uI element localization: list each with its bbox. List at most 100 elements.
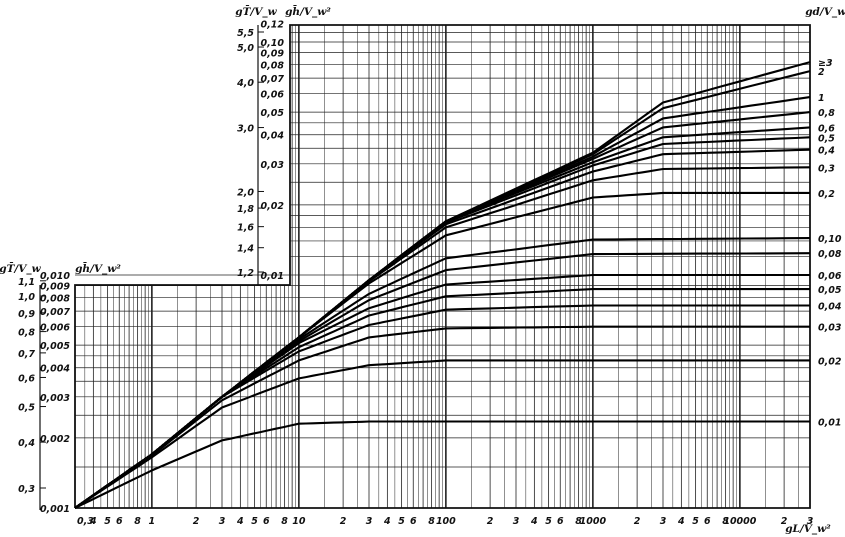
height-tick-label: 0,08 (261, 61, 285, 72)
series-label: 1 (818, 93, 825, 104)
height-tick-label: 0,010 (40, 271, 70, 282)
series-label: 0,8 (818, 108, 835, 119)
period-tick-label: 5,5 (237, 28, 254, 39)
period-tick-label: 1,4 (237, 244, 254, 255)
curve-16 (74, 61, 811, 509)
series-label: 0,05 (818, 285, 842, 296)
period-tick-label: 3,0 (237, 124, 254, 135)
x-tick-label: 2 (634, 516, 641, 527)
height-tick-label: 0,05 (261, 108, 285, 119)
period-tick-label: 1,0 (18, 292, 35, 303)
series-label: 0,02 (818, 356, 842, 367)
series-label: 0,6 (818, 123, 835, 134)
series-label: ≥3 (818, 58, 833, 69)
height-tick-label: 0,01 (261, 271, 284, 282)
period-tick-label: 0,7 (18, 349, 35, 360)
height-axis-title-upper: gh̄/V_w² (285, 4, 331, 19)
x-tick-label: 5 (692, 516, 699, 527)
series-label: 0,01 (818, 418, 841, 429)
height-tick-label: 0,07 (261, 74, 285, 85)
period-tick-label: 5,0 (237, 43, 254, 54)
height-axis-title: gh̄/V_w² (75, 261, 121, 276)
x-tick-label: 5 (545, 516, 552, 527)
height-tick-label: 0,02 (261, 201, 285, 212)
period-tick-label: 2,0 (237, 187, 254, 198)
x-tick-label: 2 (193, 516, 200, 527)
x-axis-title: gL/V_w² (785, 523, 831, 536)
curve-2 (74, 325, 810, 509)
x-tick-label: 6 (116, 516, 123, 527)
x-tick-label: 8 (722, 516, 729, 527)
height-tick-label: 0,001 (40, 504, 70, 515)
x-tick-label: 6 (263, 516, 270, 527)
x-tick-label: 4 (236, 516, 244, 527)
x-tick-label: 5 (104, 516, 111, 527)
period-axis-title-upper: gT̄/V_w (235, 4, 277, 19)
period-tick-label: 1,6 (237, 223, 254, 234)
x-tick-label: 3 (219, 516, 226, 527)
x-tick-label: 3 (513, 516, 520, 527)
height-tick-label: 0,003 (40, 393, 70, 404)
x-tick-label: 2 (487, 516, 494, 527)
period-tick-label: 1,1 (18, 277, 35, 288)
height-tick-label: 0,03 (261, 160, 285, 171)
curves (74, 61, 811, 509)
x-tick-label: 10000 (723, 516, 756, 527)
period-tick-label: 0,4 (18, 438, 35, 449)
period-tick-label: 0,9 (18, 309, 35, 320)
x-tick-label: 8 (575, 516, 582, 527)
period-tick-label: 0,6 (18, 373, 35, 384)
series-axis-title: gd/V_w² (805, 6, 845, 19)
series-label: 0,5 (818, 133, 835, 144)
x-tick-label: 3 (807, 516, 814, 527)
x-tick-label: 4 (530, 516, 538, 527)
x-tick-label: 3 (366, 516, 373, 527)
period-tick-label: 4,0 (236, 78, 254, 89)
curve-0 (74, 420, 810, 509)
x-tick-label: 4 (677, 516, 685, 527)
series-label: 0,06 (818, 271, 842, 282)
x-tick-label: 5 (398, 516, 405, 527)
height-tick-label: 0,09 (261, 49, 285, 60)
series-label: 0,2 (818, 189, 835, 200)
x-tick-label: 1 (149, 516, 156, 527)
x-tick-label: 10 (292, 516, 306, 527)
height-tick-label: 0,004 (40, 364, 70, 375)
height-tick-label: 0,12 (261, 20, 285, 31)
height-tick-label: 0,002 (40, 434, 70, 445)
height-tick-label: 0,005 (40, 341, 70, 352)
period-tick-label: 1,8 (237, 204, 254, 215)
x-tick-label: 6 (704, 516, 711, 527)
x-tick-label: 8 (428, 516, 435, 527)
x-tick-label: 0,3 (77, 516, 94, 527)
height-tick-label: 0,06 (261, 90, 285, 101)
period-tick-label: 0,8 (18, 328, 35, 339)
x-tick-label: 8 (134, 516, 141, 527)
series-label: 0,04 (818, 301, 842, 312)
series-label: 0,3 (818, 163, 835, 174)
x-tick-label: 5 (251, 516, 258, 527)
height-tick-label: 0,04 (261, 131, 285, 142)
period-tick-label: 1,2 (237, 268, 254, 279)
x-tick-label: 1000 (580, 516, 607, 527)
series-label: 0,4 (818, 146, 835, 157)
series-label: 0,03 (818, 323, 842, 334)
x-tick-label: 8 (281, 516, 288, 527)
plot-border (74, 24, 811, 509)
curve-1 (74, 359, 810, 509)
height-tick-label: 0,008 (40, 294, 70, 305)
height-tick-label: 0,009 (40, 282, 70, 293)
x-tick-label: 6 (410, 516, 417, 527)
x-tick-label: 6 (557, 516, 564, 527)
period-axis-title: gT̄/V_w (0, 261, 42, 276)
series-label: 2 (818, 67, 825, 78)
grid (74, 25, 811, 508)
x-tick-label: 2 (340, 516, 347, 527)
period-tick-label: 0,3 (18, 484, 35, 495)
x-tick-label: 4 (383, 516, 391, 527)
series-label: 0,08 (818, 249, 842, 260)
height-tick-label: 0,007 (40, 307, 70, 318)
height-tick-label: 0,006 (40, 323, 70, 334)
